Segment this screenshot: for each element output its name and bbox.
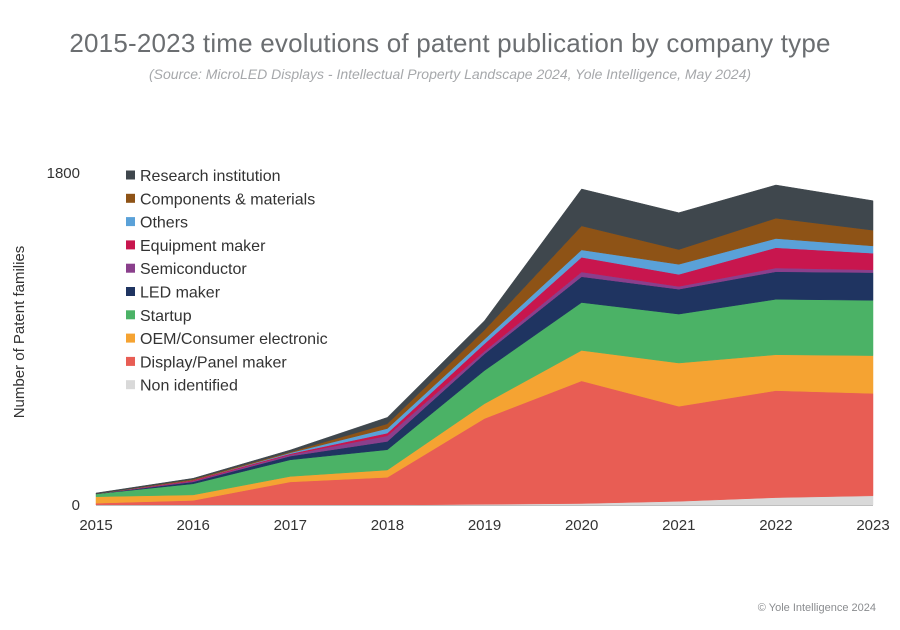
legend-swatch [126, 333, 135, 343]
legend-swatch [126, 287, 135, 296]
copyright-footer: © Yole Intelligence 2024 [757, 602, 876, 614]
y-tick-label: 0 [72, 497, 80, 514]
x-tick-label: 2022 [759, 517, 792, 534]
legend-swatch [126, 356, 135, 366]
legend-label: Non identified [140, 378, 238, 395]
legend-swatch [126, 310, 135, 320]
legend-label: Display/Panel maker [140, 354, 287, 371]
legend-swatch [126, 240, 135, 250]
legend-label: Startup [140, 308, 192, 325]
legend-item-display-panel-maker: Display/Panel maker [126, 354, 287, 371]
x-tick-label: 2016 [176, 517, 209, 534]
legend-item-led-maker: LED maker [126, 285, 221, 302]
legend-item-others: Others [126, 215, 188, 232]
y-axis-label: Number of Patent families [11, 246, 28, 419]
x-tick-label: 2020 [565, 517, 598, 534]
legend-label: OEM/Consumer electronic [140, 331, 328, 348]
x-tick-label: 2018 [371, 517, 404, 534]
legend-item-oem-consumer-electronic: OEM/Consumer electronic [126, 331, 328, 348]
area-layers [95, 184, 874, 506]
chart-subtitle: (Source: MicroLED Displays - Intellectua… [148, 66, 752, 82]
legend-label: Others [140, 215, 188, 232]
x-tick-label: 2015 [79, 517, 112, 534]
legend-item-non-identified: Non identified [126, 378, 238, 395]
legend: Research institution Components & materia… [126, 168, 328, 395]
chart-title: 2015-2023 time evolutions of patent publ… [69, 28, 831, 58]
y-axis: 0 1800 [47, 165, 80, 514]
x-tick-label: 2019 [468, 517, 501, 534]
x-tick-label: 2017 [274, 517, 307, 534]
legend-item-research-institution: Research institution [126, 168, 281, 185]
legend-item-startup: Startup [126, 308, 192, 325]
legend-item-components-materials: Components & materials [126, 191, 315, 208]
legend-swatch [126, 170, 135, 180]
legend-label: Equipment maker [140, 238, 266, 255]
legend-swatch [126, 263, 135, 273]
legend-label: Research institution [140, 168, 281, 185]
legend-label: LED maker [140, 285, 221, 302]
legend-item-semiconductor: Semiconductor [126, 261, 247, 278]
area-research-institution [95, 184, 874, 495]
y-tick-label: 1800 [47, 165, 80, 182]
legend-item-equipment-maker: Equipment maker [126, 238, 266, 255]
legend-swatch [126, 193, 135, 203]
x-axis: 2015 2016 2017 2018 2019 2020 2021 2022 2023 [79, 505, 890, 534]
legend-label: Components & materials [140, 191, 315, 208]
x-tick-label: 2021 [662, 517, 695, 534]
legend-label: Semiconductor [140, 261, 247, 278]
x-tick-label: 2023 [856, 517, 889, 534]
legend-swatch [126, 217, 135, 227]
legend-swatch [126, 380, 135, 390]
